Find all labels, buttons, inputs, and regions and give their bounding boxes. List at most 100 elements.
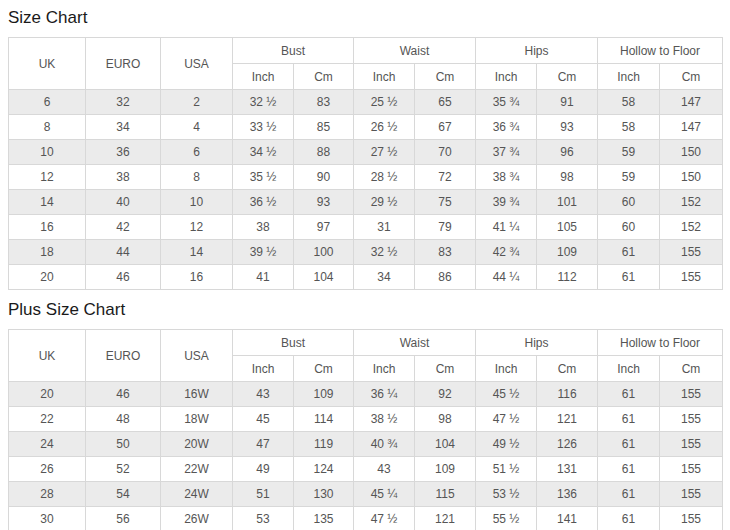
table-cell: 141: [537, 507, 598, 530]
unit-header-cm: Cm: [415, 64, 476, 90]
table-row: 285424W5113045 ¼11553 ½13661155: [9, 482, 723, 507]
table-cell: 10: [161, 190, 233, 215]
table-cell: 105: [537, 215, 598, 240]
table-cell: 26: [9, 457, 86, 482]
table-cell: 50: [86, 432, 161, 457]
table-cell: 32 ½: [354, 240, 415, 265]
unit-header-cm: Cm: [660, 64, 723, 90]
group-header-hips: Hips: [476, 330, 598, 356]
table-cell: 42 ¾: [476, 240, 537, 265]
table-cell: 39 ¾: [476, 190, 537, 215]
table-cell: 34: [354, 265, 415, 290]
table-cell: 52: [86, 457, 161, 482]
table-cell: 47 ½: [476, 407, 537, 432]
table-cell: 126: [537, 432, 598, 457]
table-row: 1036634 ½8827 ½7037 ¾9659150: [9, 140, 723, 165]
table-cell: 43: [233, 382, 294, 407]
table-cell: 20: [9, 265, 86, 290]
size-chart-section: Size Chart UKEUROUSABustWaistHipsHollow …: [8, 8, 722, 290]
table-cell: 104: [294, 265, 354, 290]
table-cell: 85: [294, 115, 354, 140]
table-cell: 53: [233, 507, 294, 530]
table-cell: 109: [294, 382, 354, 407]
table-row: 1642123897317941 ¼10560152: [9, 215, 723, 240]
table-cell: 131: [537, 457, 598, 482]
table-cell: 26 ½: [354, 115, 415, 140]
table-cell: 98: [415, 407, 476, 432]
unit-header-cm: Cm: [537, 64, 598, 90]
table-cell: 27 ½: [354, 140, 415, 165]
table-cell: 112: [537, 265, 598, 290]
table-cell: 55 ½: [476, 507, 537, 530]
column-header-uk: UK: [9, 330, 86, 382]
plus-size-chart-title: Plus Size Chart: [8, 300, 722, 320]
table-cell: 109: [415, 457, 476, 482]
table-cell: 60: [598, 215, 660, 240]
table-cell: 14: [161, 240, 233, 265]
table-cell: 61: [598, 432, 660, 457]
table-cell: 20W: [161, 432, 233, 457]
unit-header-inch: Inch: [233, 64, 294, 90]
table-cell: 16: [161, 265, 233, 290]
table-cell: 36 ½: [233, 190, 294, 215]
table-cell: 61: [598, 265, 660, 290]
table-row: 18441439 ½10032 ½8342 ¾10961155: [9, 240, 723, 265]
table-cell: 42: [86, 215, 161, 240]
column-header-euro: EURO: [86, 38, 161, 90]
plus-size-chart-table: UKEUROUSABustWaistHipsHollow to FloorInc…: [8, 329, 723, 530]
table-cell: 59: [598, 165, 660, 190]
table-cell: 45 ½: [476, 382, 537, 407]
table-cell: 43: [354, 457, 415, 482]
table-cell: 51 ½: [476, 457, 537, 482]
table-cell: 83: [415, 240, 476, 265]
table-cell: 155: [660, 482, 723, 507]
table-cell: 147: [660, 90, 723, 115]
table-cell: 44 ¼: [476, 265, 537, 290]
table-cell: 58: [598, 90, 660, 115]
table-cell: 152: [660, 190, 723, 215]
column-header-uk: UK: [9, 38, 86, 90]
table-cell: 130: [294, 482, 354, 507]
table-cell: 22: [9, 407, 86, 432]
table-cell: 61: [598, 240, 660, 265]
column-header-usa: USA: [161, 330, 233, 382]
table-cell: 38 ½: [354, 407, 415, 432]
table-cell: 40 ¾: [354, 432, 415, 457]
table-cell: 49 ½: [476, 432, 537, 457]
table-cell: 54: [86, 482, 161, 507]
group-header-bust: Bust: [233, 38, 354, 64]
table-cell: 121: [415, 507, 476, 530]
size-chart-title: Size Chart: [8, 8, 722, 28]
table-cell: 20: [9, 382, 86, 407]
table-cell: 18: [9, 240, 86, 265]
table-cell: 39 ½: [233, 240, 294, 265]
table-cell: 25 ½: [354, 90, 415, 115]
table-cell: 30: [9, 507, 86, 530]
table-cell: 59: [598, 140, 660, 165]
unit-header-inch: Inch: [598, 356, 660, 382]
table-cell: 47: [233, 432, 294, 457]
column-header-euro: EURO: [86, 330, 161, 382]
table-cell: 22W: [161, 457, 233, 482]
table-cell: 155: [660, 265, 723, 290]
table-cell: 121: [537, 407, 598, 432]
table-cell: 70: [415, 140, 476, 165]
table-cell: 92: [415, 382, 476, 407]
table-cell: 124: [294, 457, 354, 482]
table-cell: 75: [415, 190, 476, 215]
table-cell: 36: [86, 140, 161, 165]
unit-header-cm: Cm: [537, 356, 598, 382]
table-cell: 24: [9, 432, 86, 457]
table-cell: 155: [660, 507, 723, 530]
table-cell: 61: [598, 457, 660, 482]
table-cell: 32 ½: [233, 90, 294, 115]
table-cell: 46: [86, 382, 161, 407]
table-cell: 155: [660, 382, 723, 407]
table-row: 1238835 ½9028 ½7238 ¾9859150: [9, 165, 723, 190]
table-cell: 98: [537, 165, 598, 190]
table-cell: 6: [9, 90, 86, 115]
table-cell: 45: [233, 407, 294, 432]
size-chart-page: Size Chart UKEUROUSABustWaistHipsHollow …: [8, 8, 722, 530]
table-cell: 35 ¾: [476, 90, 537, 115]
table-cell: 16: [9, 215, 86, 240]
